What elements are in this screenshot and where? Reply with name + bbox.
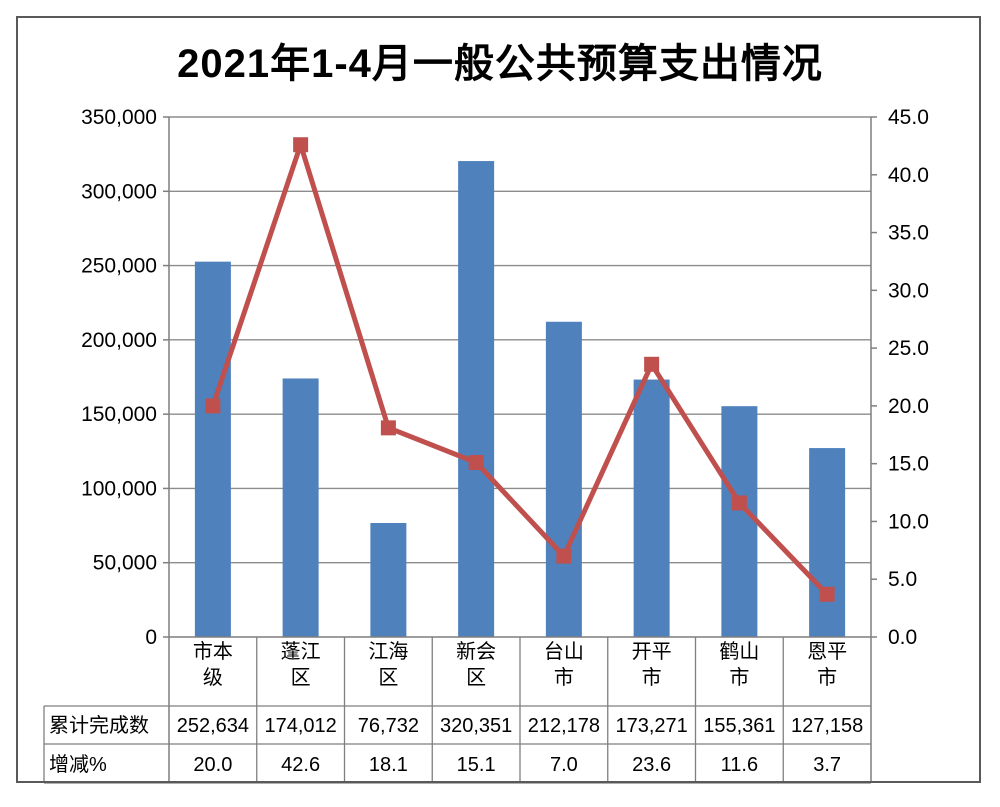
right-axis-label: 25.0 [888, 337, 929, 360]
left-axis-label: 150,000 [81, 403, 157, 426]
left-axis-label: 200,000 [81, 329, 157, 352]
table-cell-value: 174,012 [264, 715, 336, 737]
table-cell-value: 15.1 [457, 754, 496, 776]
left-axis-label: 50,000 [93, 552, 157, 575]
table-cell-value: 252,634 [177, 715, 249, 737]
left-axis-label: 100,000 [81, 477, 157, 500]
line-marker-蓬江区 [293, 137, 309, 153]
left-axis-label: 300,000 [81, 180, 157, 203]
category-label: 江海 [368, 640, 408, 663]
category-label: 恩平 [807, 641, 847, 663]
chart-title: 2021年1-4月一般公共预算支出情况 [177, 42, 823, 86]
category-label: 新会 [456, 640, 496, 663]
table-cell-value: 127,158 [791, 715, 863, 737]
table-cell-value: 173,271 [615, 715, 687, 737]
bar-新会区 [458, 161, 495, 638]
chart-frame [16, 16, 981, 783]
category-label: 蓬江 [281, 640, 321, 663]
category-label: 区 [378, 667, 398, 689]
category-label: 市 [642, 666, 662, 689]
table-cell-value: 23.6 [632, 754, 671, 776]
bar-鹤山市 [721, 406, 758, 637]
table-row-header: 累计完成数 [49, 714, 149, 737]
bar-江海区 [370, 522, 407, 637]
line-marker-市本级 [205, 398, 221, 414]
bar-市本级 [194, 261, 231, 637]
bar-恩平市 [809, 448, 846, 637]
right-axis-label: 5.0 [888, 568, 917, 591]
category-label: 市本 [193, 640, 233, 663]
table-cell-value: 3.7 [813, 754, 841, 776]
left-axis-label: 0 [145, 626, 157, 649]
right-axis-label: 10.0 [888, 510, 929, 533]
table-cell-value: 76,732 [358, 715, 419, 737]
line-marker-恩平市 [819, 586, 835, 602]
left-axis-label: 350,000 [81, 106, 157, 129]
right-axis-label: 30.0 [888, 279, 929, 302]
line-marker-开平市 [644, 356, 660, 372]
category-label: 市 [729, 666, 749, 689]
bar-开平市 [633, 379, 670, 637]
table-cell-value: 20.0 [193, 754, 232, 776]
category-label: 台山 [544, 640, 584, 663]
right-axis-label: 45.0 [888, 106, 929, 129]
bar-台山市 [545, 321, 582, 637]
category-label: 开平 [632, 641, 672, 663]
category-label: 区 [466, 667, 486, 689]
table-cell-value: 155,361 [703, 715, 775, 737]
line-marker-新会区 [468, 455, 484, 471]
bar-蓬江区 [282, 378, 319, 637]
category-label: 市 [554, 666, 574, 689]
right-axis-label: 20.0 [888, 395, 929, 418]
right-axis-label: 35.0 [888, 222, 929, 245]
right-axis-label: 40.0 [888, 164, 929, 187]
table-cell-value: 212,178 [528, 715, 600, 737]
category-label: 级 [203, 666, 223, 689]
category-label: 市 [817, 666, 837, 689]
category-label: 区 [291, 667, 311, 689]
right-axis-label: 0.0 [888, 626, 917, 649]
line-marker-鹤山市 [731, 495, 747, 511]
left-axis-label: 250,000 [81, 255, 157, 278]
category-label: 鹤山 [719, 640, 759, 663]
line-marker-台山市 [556, 548, 572, 564]
table-cell-value: 320,351 [440, 715, 512, 737]
table-cell-value: 7.0 [550, 754, 578, 776]
line-series [210, 142, 830, 597]
line-marker-江海区 [380, 420, 396, 436]
right-axis-label: 15.0 [888, 453, 929, 476]
table-cell-value: 18.1 [369, 754, 408, 776]
table-row-header: 增减% [49, 753, 107, 776]
table-cell-value: 11.6 [721, 754, 758, 776]
table-cell-value: 42.6 [281, 754, 320, 776]
